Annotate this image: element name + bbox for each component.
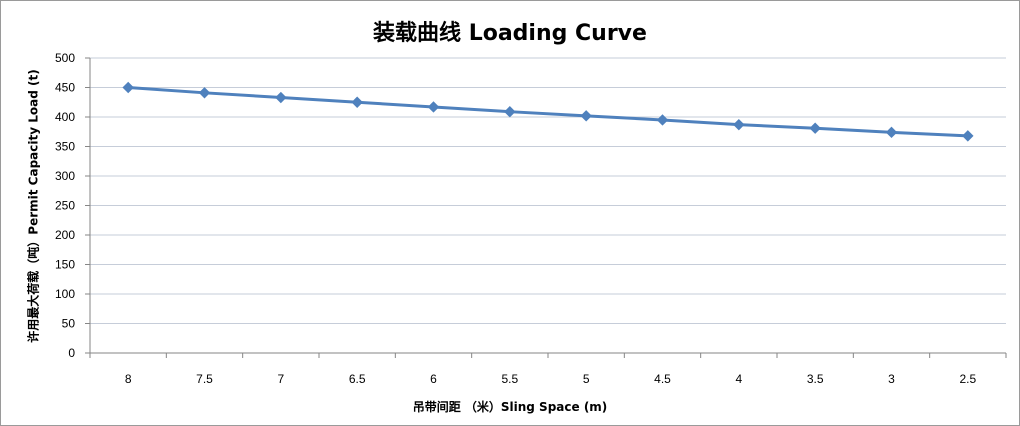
data-point-marker <box>427 101 440 113</box>
y-tick-label: 200 <box>55 228 75 242</box>
x-tick-label: 4 <box>735 372 742 386</box>
data-point-marker <box>656 114 669 126</box>
data-point-marker <box>504 105 516 118</box>
y-tick-label: 450 <box>55 81 75 95</box>
x-tick-label: 6.5 <box>349 372 366 386</box>
data-point-marker <box>885 126 898 139</box>
data-point-marker <box>122 81 134 94</box>
series-line <box>126 86 970 138</box>
chart-title: 装载曲线 Loading Curve <box>373 21 647 46</box>
data-point-marker <box>198 87 211 99</box>
x-tick-label: 8 <box>125 372 132 386</box>
data-point-marker <box>351 96 363 108</box>
data-point-marker <box>962 130 974 142</box>
x-tick-label: 7 <box>277 372 284 386</box>
y-tick-label: 50 <box>62 317 76 331</box>
data-point-marker <box>809 122 821 134</box>
y-tick-label: 400 <box>55 110 75 124</box>
data-point-marker <box>733 118 745 131</box>
y-tick-label: 150 <box>55 258 75 272</box>
x-tick-label: 7.5 <box>196 372 213 386</box>
data-point-marker <box>580 110 592 122</box>
x-tick-label: 3.5 <box>807 372 824 386</box>
x-tick-label: 3 <box>888 372 895 386</box>
y-tick-label: 300 <box>55 169 75 183</box>
y-tick-label: 250 <box>55 199 75 213</box>
y-tick-label: 0 <box>68 346 75 360</box>
y-tick-label: 500 <box>55 51 75 65</box>
x-tick-label: 4.5 <box>654 372 671 386</box>
y-tick-label: 100 <box>55 287 75 301</box>
y-tick-label: 350 <box>55 140 75 154</box>
x-axis-title: 吊带间距 （米）Sling Space (m) <box>412 400 608 414</box>
data-point-marker <box>275 91 287 104</box>
x-tick-label: 5.5 <box>501 372 518 386</box>
x-tick-label: 6 <box>430 372 437 386</box>
x-tick-label: 5 <box>583 372 590 386</box>
x-tick-label: 2.5 <box>959 372 976 386</box>
